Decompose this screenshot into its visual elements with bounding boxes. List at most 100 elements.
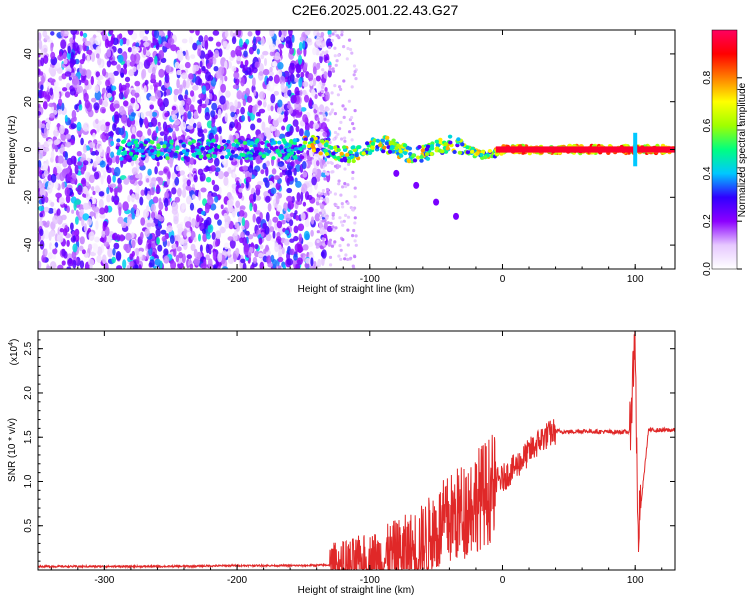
noise-point bbox=[285, 36, 292, 44]
noise-point bbox=[164, 73, 170, 84]
noise-point bbox=[306, 241, 314, 248]
noise-point bbox=[333, 130, 338, 135]
noise-point bbox=[158, 50, 165, 60]
carrier-point bbox=[429, 152, 434, 156]
carrier-point bbox=[190, 144, 195, 149]
noise-point bbox=[186, 55, 190, 61]
noise-point bbox=[333, 192, 337, 196]
noise-point bbox=[302, 114, 308, 123]
noise-point bbox=[106, 174, 112, 185]
noise-point bbox=[296, 192, 301, 202]
carrier-point bbox=[221, 139, 227, 144]
noise-point bbox=[171, 208, 178, 215]
noise-point bbox=[199, 60, 203, 68]
noise-point bbox=[320, 31, 325, 38]
noise-point bbox=[224, 221, 229, 229]
noise-point bbox=[65, 133, 71, 140]
noise-point bbox=[118, 127, 125, 136]
noise-point bbox=[240, 76, 245, 87]
carrier-point bbox=[348, 150, 353, 155]
noise-point bbox=[123, 178, 130, 185]
carrier-point bbox=[320, 139, 325, 144]
noise-point bbox=[143, 85, 147, 94]
noise-point bbox=[304, 219, 310, 228]
noise-point bbox=[143, 59, 151, 69]
noise-point bbox=[88, 231, 95, 241]
carrier-point bbox=[302, 140, 308, 145]
noise-point bbox=[284, 85, 289, 93]
noise-point bbox=[146, 222, 152, 228]
noise-point bbox=[48, 180, 54, 189]
noise-point bbox=[64, 91, 71, 98]
snr-ticks: -300 -200 -100 0 100 0.5 1.0 1.5 2.0 2.5 bbox=[23, 331, 675, 586]
noise-point bbox=[173, 88, 179, 96]
y-tick-label: 2.5 bbox=[23, 341, 34, 355]
noise-point bbox=[59, 125, 65, 135]
noise-point bbox=[182, 174, 187, 185]
noise-point bbox=[343, 167, 347, 171]
noise-point bbox=[252, 256, 258, 264]
carrier-point bbox=[271, 140, 277, 145]
noise-point bbox=[103, 170, 107, 179]
noise-point bbox=[320, 89, 324, 94]
noise-point bbox=[311, 176, 317, 186]
noise-point bbox=[205, 254, 210, 261]
x-tick-label: 0 bbox=[500, 274, 506, 285]
noise-point bbox=[294, 210, 298, 215]
noise-point bbox=[251, 66, 258, 74]
noise-point bbox=[61, 214, 67, 221]
x-tick-label: -300 bbox=[94, 575, 114, 586]
noise-point bbox=[242, 262, 247, 269]
noise-point bbox=[132, 66, 137, 72]
noise-point bbox=[156, 237, 161, 245]
noise-point bbox=[90, 52, 96, 62]
noise-point bbox=[110, 140, 115, 146]
snr-y-multiplier-exp: 4 bbox=[8, 342, 15, 346]
noise-point bbox=[205, 216, 212, 226]
x-tick-label: -300 bbox=[94, 274, 114, 285]
noise-point bbox=[53, 208, 57, 214]
noise-point bbox=[321, 85, 325, 89]
noise-point bbox=[328, 64, 332, 68]
carrier-point bbox=[275, 148, 280, 153]
noise-point bbox=[256, 216, 261, 225]
noise-point bbox=[299, 128, 304, 137]
noise-point bbox=[38, 103, 41, 109]
noise-point bbox=[38, 119, 42, 129]
noise-point bbox=[278, 213, 285, 221]
noise-point bbox=[286, 177, 290, 187]
carrier-point bbox=[293, 147, 299, 152]
noise-point bbox=[129, 253, 134, 261]
noise-point bbox=[38, 141, 41, 148]
noise-point bbox=[327, 240, 332, 247]
noise-point bbox=[171, 172, 176, 180]
noise-point bbox=[185, 185, 192, 191]
noise-point bbox=[330, 170, 334, 174]
noise-point bbox=[319, 216, 323, 220]
noise-point bbox=[106, 194, 111, 203]
noise-point bbox=[193, 248, 198, 258]
noise-point bbox=[222, 266, 228, 269]
noise-point bbox=[99, 160, 106, 168]
noise-point bbox=[294, 77, 299, 83]
carrier-point bbox=[162, 144, 167, 149]
noise-point bbox=[100, 124, 107, 132]
carrier-point bbox=[405, 145, 410, 150]
noise-point bbox=[295, 200, 303, 205]
noise-point bbox=[111, 233, 116, 241]
noise-point bbox=[273, 175, 280, 181]
noise-point bbox=[334, 63, 338, 67]
noise-point bbox=[147, 168, 152, 176]
noise-point bbox=[87, 258, 95, 266]
noise-point bbox=[238, 187, 243, 193]
noise-point bbox=[319, 104, 325, 112]
noise-point bbox=[339, 220, 344, 224]
noise-point bbox=[82, 122, 90, 132]
noise-point bbox=[148, 56, 154, 63]
noise-point bbox=[190, 243, 196, 252]
carrier-point bbox=[299, 155, 305, 160]
y-tick-label: 20 bbox=[23, 96, 34, 108]
x-tick-label: -200 bbox=[227, 274, 247, 285]
noise-point bbox=[146, 50, 151, 57]
noise-point bbox=[326, 118, 330, 122]
